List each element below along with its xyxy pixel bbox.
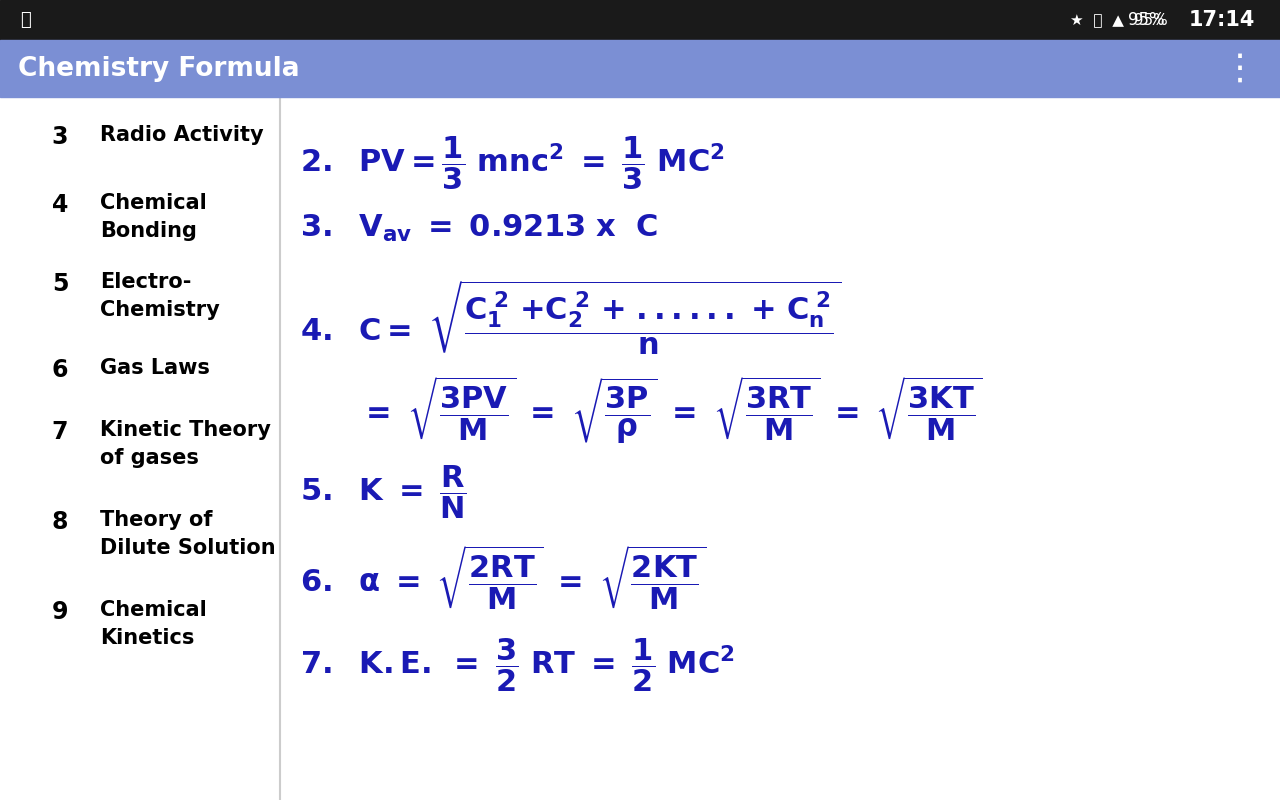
Text: 95%: 95% bbox=[1129, 11, 1165, 29]
Bar bbox=[0, 0, 1280, 40]
Text: Theory of
Dilute Solution: Theory of Dilute Solution bbox=[100, 510, 275, 558]
Text: 8: 8 bbox=[51, 510, 68, 534]
Text: Chemistry Formula: Chemistry Formula bbox=[18, 56, 300, 82]
Text: $\mathbf{4.\ \ C{=}\ \sqrt{\dfrac{C_1^{\ 2}\ {+}C_2^{\ 2}\ {+}\ ......\ {+}\ C_n: $\mathbf{4.\ \ C{=}\ \sqrt{\dfrac{C_1^{\… bbox=[300, 278, 841, 358]
Text: ⬛: ⬛ bbox=[20, 11, 31, 29]
Text: Kinetic Theory
of gases: Kinetic Theory of gases bbox=[100, 420, 271, 468]
Text: $\mathbf{{=}\ \sqrt{\dfrac{3PV}{M}}\ {=}\ \sqrt{\dfrac{3P}{\rho}}\ {=}\ \sqrt{\d: $\mathbf{{=}\ \sqrt{\dfrac{3PV}{M}}\ {=}… bbox=[360, 374, 983, 446]
Text: $\mathbf{6.\ \ \alpha\ {=}\ \sqrt{\dfrac{2RT}{M}}\ {=}\ \sqrt{\dfrac{2KT}{M}}}$: $\mathbf{6.\ \ \alpha\ {=}\ \sqrt{\dfrac… bbox=[300, 544, 707, 612]
Text: 7: 7 bbox=[51, 420, 68, 444]
Text: Chemical
Bonding: Chemical Bonding bbox=[100, 193, 207, 241]
Text: $\mathbf{5.\ \ K\ {=}\ \dfrac{R}{N}}$: $\mathbf{5.\ \ K\ {=}\ \dfrac{R}{N}}$ bbox=[300, 463, 467, 521]
Bar bbox=[0, 40, 1280, 97]
Text: 3: 3 bbox=[51, 125, 68, 149]
Text: $\mathbf{7.\ \ K.E.\ {=}\ \dfrac{3}{2}\ RT\ {=}\ \dfrac{1}{2}\ MC^2}$: $\mathbf{7.\ \ K.E.\ {=}\ \dfrac{3}{2}\ … bbox=[300, 636, 735, 694]
Bar bbox=[0, 97, 1280, 800]
Text: Electro-
Chemistry: Electro- Chemistry bbox=[100, 272, 220, 320]
Text: Chemical
Kinetics: Chemical Kinetics bbox=[100, 600, 207, 648]
Text: 9: 9 bbox=[51, 600, 68, 624]
Text: Radio Activity: Radio Activity bbox=[100, 125, 264, 145]
Text: ★  ⌛  ▲  95%: ★ ⌛ ▲ 95% bbox=[1070, 13, 1167, 27]
Text: 6: 6 bbox=[51, 358, 68, 382]
Text: 17:14: 17:14 bbox=[1189, 10, 1254, 30]
Text: $\mathbf{2.\ \ PV{=}\dfrac{1}{3}\ mnc^2\ {=}\ \dfrac{1}{3}\ MC^2}$: $\mathbf{2.\ \ PV{=}\dfrac{1}{3}\ mnc^2\… bbox=[300, 134, 724, 192]
Text: ⋮: ⋮ bbox=[1222, 52, 1258, 86]
Text: 5: 5 bbox=[51, 272, 68, 296]
Text: $\mathbf{3.\ \ V_{av}\ {=}\ 0.9213\ x\ \ C}$: $\mathbf{3.\ \ V_{av}\ {=}\ 0.9213\ x\ \… bbox=[300, 213, 658, 243]
Text: 4: 4 bbox=[51, 193, 68, 217]
Text: Gas Laws: Gas Laws bbox=[100, 358, 210, 378]
